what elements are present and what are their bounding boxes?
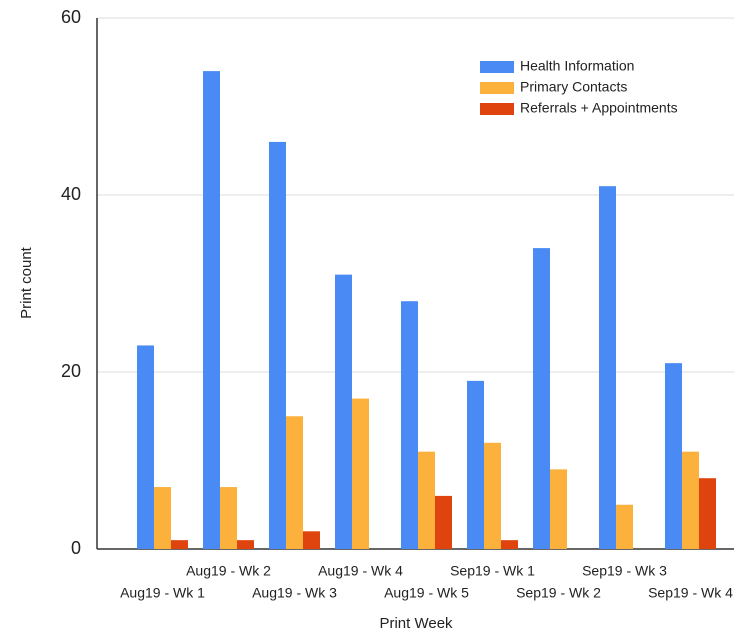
bar	[137, 345, 154, 549]
bar	[501, 540, 518, 549]
x-tick-label: Aug19 - Wk 1	[120, 585, 205, 601]
bar	[699, 478, 716, 549]
y-axis-title: Print count	[18, 246, 35, 319]
bar	[237, 540, 254, 549]
bar	[286, 416, 303, 549]
x-tick-label: Aug19 - Wk 4	[318, 563, 403, 579]
x-tick-label: Aug19 - Wk 2	[186, 563, 271, 579]
x-tick-label: Aug19 - Wk 5	[384, 585, 469, 601]
bar	[682, 451, 699, 549]
bar	[533, 248, 550, 549]
bar	[401, 301, 418, 549]
x-tick-label: Sep19 - Wk 3	[582, 563, 667, 579]
bar	[171, 540, 188, 549]
bar	[550, 469, 567, 549]
y-tick-label: 40	[61, 184, 81, 204]
bar	[599, 186, 616, 549]
legend-label: Primary Contacts	[520, 79, 627, 95]
bar	[154, 487, 171, 549]
bar	[435, 495, 452, 549]
legend-swatch	[480, 103, 514, 115]
legend-swatch	[480, 61, 514, 73]
x-tick-label: Sep19 - Wk 2	[516, 585, 601, 601]
bar	[335, 274, 352, 549]
x-tick-label: Sep19 - Wk 4	[648, 585, 733, 601]
legend-label: Health Information	[520, 58, 634, 74]
y-tick-label: 20	[61, 361, 81, 381]
bar	[203, 71, 220, 549]
legend-label: Referrals + Appointments	[520, 100, 678, 116]
legend-swatch	[480, 82, 514, 94]
bar	[352, 398, 369, 549]
bar	[484, 442, 501, 549]
bar	[616, 504, 633, 549]
x-tick-label: Sep19 - Wk 1	[450, 563, 535, 579]
x-axis-title: Print Week	[379, 615, 453, 632]
bar	[467, 380, 484, 549]
x-tick-label: Aug19 - Wk 3	[252, 585, 337, 601]
bar	[418, 451, 435, 549]
bar	[303, 531, 320, 549]
y-tick-label: 60	[61, 7, 81, 27]
bar	[665, 363, 682, 549]
bar	[269, 141, 286, 549]
bar	[220, 487, 237, 549]
y-tick-label: 0	[71, 538, 81, 558]
